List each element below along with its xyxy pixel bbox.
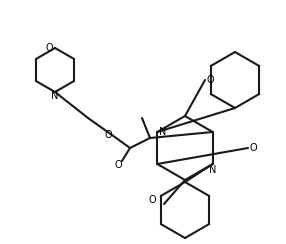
Text: O: O: [104, 130, 112, 140]
Text: N: N: [51, 91, 59, 101]
Text: N: N: [209, 165, 217, 175]
Text: O: O: [148, 195, 156, 205]
Text: O: O: [206, 75, 214, 85]
Text: O: O: [249, 143, 257, 153]
Text: O: O: [114, 160, 122, 170]
Text: N: N: [159, 127, 166, 137]
Text: O: O: [45, 43, 53, 53]
